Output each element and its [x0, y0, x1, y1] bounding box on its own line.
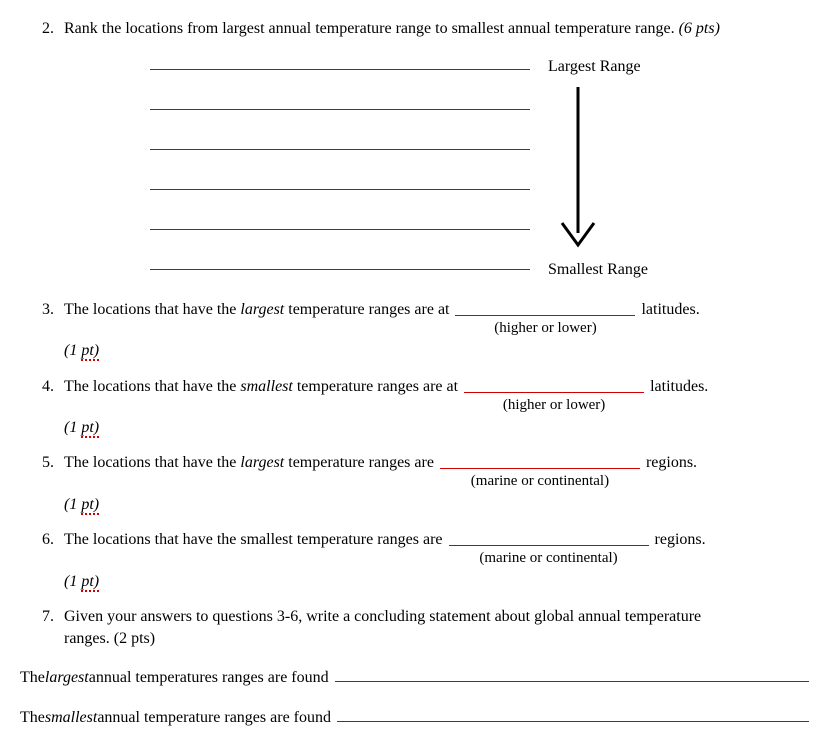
q5-body: The locations that have the largest temp…: [64, 452, 809, 515]
q3-blank-stack: (higher or lower): [455, 299, 635, 338]
question-3: 3. The locations that have the largest t…: [20, 299, 809, 362]
q6-body: The locations that have the smallest tem…: [64, 529, 809, 592]
q7-c2-a: The: [20, 707, 45, 729]
q7-conclusion-1: The largest annual temperatures ranges a…: [20, 667, 809, 689]
q2-text: Rank the locations from largest annual t…: [64, 18, 809, 40]
q7-c2-b: annual temperature ranges are found: [97, 707, 331, 729]
q5-pt-open: (1: [64, 496, 81, 513]
q6-pt-open: (1: [64, 573, 81, 590]
q3-em: largest: [240, 301, 284, 318]
q7-text-b: ranges. (2 pts): [64, 630, 155, 647]
q3-tail: latitudes.: [637, 301, 699, 318]
rank-line[interactable]: [150, 188, 530, 190]
q2-spacer: [20, 54, 150, 281]
q2-points: (6 pts): [679, 20, 720, 37]
q4-body: The locations that have the smallest tem…: [64, 376, 809, 439]
q4-tail: latitudes.: [646, 378, 708, 395]
q7-number: 7.: [20, 606, 64, 628]
q3-line1: The locations that have the largest temp…: [64, 301, 700, 318]
q3-row: 3. The locations that have the largest t…: [20, 299, 809, 362]
q7-row: 7. Given your answers to questions 3-6, …: [20, 606, 809, 649]
q5-em: largest: [240, 454, 284, 471]
q7-c1-blank[interactable]: [335, 667, 809, 682]
q2-prompt-row: 2. Rank the locations from largest annua…: [20, 18, 809, 40]
q2-labels-arrow: Largest Range Smallest Range: [530, 54, 809, 281]
q3-lead: The locations that have the: [64, 301, 240, 318]
q2-label-largest: Largest Range: [548, 56, 641, 78]
q6-hint: (marine or continental): [449, 548, 649, 568]
q4-pt-word: pt): [81, 420, 99, 438]
q4-line1: The locations that have the smallest tem…: [64, 378, 708, 395]
q2-ranking-area: Largest Range Smallest Range: [20, 54, 809, 281]
q3-mid: temperature ranges are at: [284, 301, 453, 318]
q5-number: 5.: [20, 452, 64, 474]
q2-number: 2.: [20, 18, 64, 40]
q3-pt-open: (1: [64, 342, 81, 359]
q7-c1-em: largest: [45, 667, 89, 689]
q5-mid: temperature ranges are: [284, 454, 438, 471]
q3-hint: (higher or lower): [455, 318, 635, 338]
rank-line[interactable]: [150, 68, 530, 70]
q6-blank[interactable]: [449, 529, 649, 546]
q3-pt-word: pt): [81, 343, 99, 361]
rank-line[interactable]: [150, 228, 530, 230]
q7-conclusion-2: The smallest annual temperature ranges a…: [20, 707, 809, 729]
q6-lead: The locations that have the smallest tem…: [64, 531, 447, 548]
q6-blank-stack: (marine or continental): [449, 529, 649, 568]
q6-points-line: (1 pt): [64, 571, 809, 593]
q7-c2-blank[interactable]: [337, 707, 809, 722]
q4-mid: temperature ranges are at: [293, 378, 462, 395]
q7-body: Given your answers to questions 3-6, wri…: [64, 606, 809, 649]
q4-em: smallest: [240, 378, 292, 395]
rank-line[interactable]: [150, 108, 530, 110]
down-arrow-icon: [548, 83, 608, 253]
q4-blank-stack: (higher or lower): [464, 376, 644, 415]
q6-line1: The locations that have the smallest tem…: [64, 531, 706, 548]
q5-hint: (marine or continental): [440, 471, 640, 491]
q2-label-smallest: Smallest Range: [548, 259, 648, 281]
q6-tail: regions.: [651, 531, 706, 548]
q5-tail: regions.: [642, 454, 697, 471]
q2-text-a: Rank the locations from largest annual t…: [64, 20, 679, 37]
q6-pt-word: pt): [81, 574, 99, 592]
q6-number: 6.: [20, 529, 64, 551]
q5-row: 5. The locations that have the largest t…: [20, 452, 809, 515]
question-4: 4. The locations that have the smallest …: [20, 376, 809, 439]
question-2: 2. Rank the locations from largest annua…: [20, 18, 809, 281]
q7-text-a: Given your answers to questions 3-6, wri…: [64, 608, 701, 625]
rank-line[interactable]: [150, 148, 530, 150]
q5-lead: The locations that have the: [64, 454, 240, 471]
q6-row: 6. The locations that have the smallest …: [20, 529, 809, 592]
q3-number: 3.: [20, 299, 64, 321]
q3-blank[interactable]: [455, 299, 635, 316]
q5-line1: The locations that have the largest temp…: [64, 454, 697, 471]
q4-points-line: (1 pt): [64, 417, 809, 439]
q2-blank-lines: [150, 54, 530, 281]
q7-c2-em: smallest: [45, 707, 97, 729]
q4-number: 4.: [20, 376, 64, 398]
q5-blank-stack: (marine or continental): [440, 452, 640, 491]
question-6: 6. The locations that have the smallest …: [20, 529, 809, 592]
q5-blank[interactable]: [440, 452, 640, 469]
rank-line[interactable]: [150, 268, 530, 270]
q7-c1-a: The: [20, 667, 45, 689]
question-7: 7. Given your answers to questions 3-6, …: [20, 606, 809, 649]
question-5: 5. The locations that have the largest t…: [20, 452, 809, 515]
q4-lead: The locations that have the: [64, 378, 240, 395]
q3-points-line: (1 pt): [64, 340, 809, 362]
q3-body: The locations that have the largest temp…: [64, 299, 809, 362]
q4-pt-open: (1: [64, 419, 81, 436]
q5-points-line: (1 pt): [64, 494, 809, 516]
q7-c1-b: annual temperatures ranges are found: [89, 667, 329, 689]
q4-row: 4. The locations that have the smallest …: [20, 376, 809, 439]
q5-pt-word: pt): [81, 497, 99, 515]
q4-blank[interactable]: [464, 376, 644, 393]
q4-hint: (higher or lower): [464, 395, 644, 415]
